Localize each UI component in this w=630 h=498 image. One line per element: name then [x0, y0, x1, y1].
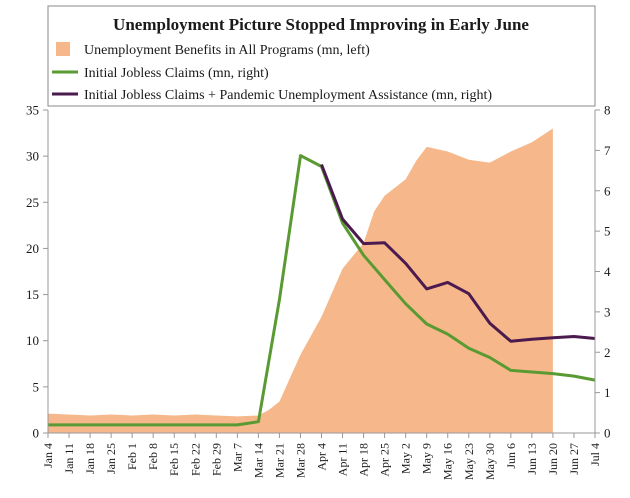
x-tick-label: Jun 27	[567, 443, 581, 475]
x-tick-label: Feb 22	[188, 443, 202, 476]
legend-label: Unemployment Benefits in All Programs (m…	[84, 43, 370, 58]
x-tick-label: Feb 29	[209, 443, 223, 476]
y-right-tick-label: 2	[604, 345, 611, 360]
y-left-tick-label: 35	[26, 103, 39, 118]
x-tick-label: May 30	[483, 443, 497, 480]
chart-title: Unemployment Picture Stopped Improving i…	[113, 15, 529, 34]
x-tick-label: Apr 18	[357, 443, 371, 477]
y-left-tick-label: 15	[26, 287, 39, 302]
y-right-tick-label: 7	[604, 143, 611, 158]
x-tick-label: Feb 1	[125, 443, 139, 470]
y-right-tick-label: 0	[604, 426, 611, 441]
legend-swatch-area	[56, 42, 70, 56]
series-area-benefits	[48, 128, 553, 433]
y-left-tick-label: 5	[33, 379, 40, 394]
y-left-tick-label: 10	[26, 333, 39, 348]
y-left-tick-label: 0	[33, 426, 40, 441]
axes: 0 5 10 15 20 25 30 35 0 1 2 3 4 5 6 7 8 Jan 4 Jan 11 Jan 18…	[26, 103, 611, 481]
y-right-tick-label: 3	[604, 304, 611, 319]
series-line-2	[320, 163, 596, 343]
x-tick-label: May 2	[399, 443, 413, 474]
y-left-tick-label: 25	[26, 195, 39, 210]
x-tick-label: Jun 6	[504, 443, 518, 469]
x-tick-label: Jun 20	[546, 443, 560, 475]
x-tick-label: Jan 11	[62, 443, 76, 474]
plot-area	[48, 128, 596, 433]
x-tick-label: Apr 4	[315, 443, 329, 471]
y-right-tick-label: 8	[604, 103, 611, 118]
x-tick-label: Mar 7	[230, 443, 244, 472]
x-tick-label: Jan 25	[104, 443, 118, 474]
legend-label: Initial Jobless Claims (mn, right)	[84, 66, 269, 81]
y-left-tick-label: 20	[26, 241, 39, 256]
y-left-tick-label: 30	[26, 149, 39, 164]
x-tick-label: May 23	[462, 443, 476, 480]
x-tick-label: Feb 15	[167, 443, 181, 476]
legend: Unemployment Picture Stopped Improving i…	[47, 5, 596, 107]
legend-label: Initial Jobless Claims + Pandemic Unempl…	[84, 88, 492, 103]
x-tick-label: Mar 14	[251, 443, 265, 478]
x-tick-label: Jun 13	[525, 443, 539, 475]
x-tick-label: May 9	[420, 443, 434, 474]
y-right-tick-label: 6	[604, 183, 611, 198]
x-tick-label: Apr 11	[336, 443, 350, 476]
y-right-tick-label: 5	[604, 224, 611, 239]
y-right-tick-label: 4	[604, 264, 611, 279]
legend-box	[47, 5, 596, 107]
x-tick-label: Jan 18	[83, 443, 97, 474]
x-tick-label: Apr 25	[378, 443, 392, 477]
x-tick-label: Jan 4	[41, 443, 55, 468]
x-tick-label: May 16	[441, 443, 455, 480]
x-tick-label: Feb 8	[146, 443, 160, 470]
x-tick-label: Mar 21	[272, 443, 286, 478]
x-tick-label: Jul 4	[588, 443, 602, 466]
y-right-tick-label: 1	[604, 385, 611, 400]
x-tick-label: Mar 28	[293, 443, 307, 478]
